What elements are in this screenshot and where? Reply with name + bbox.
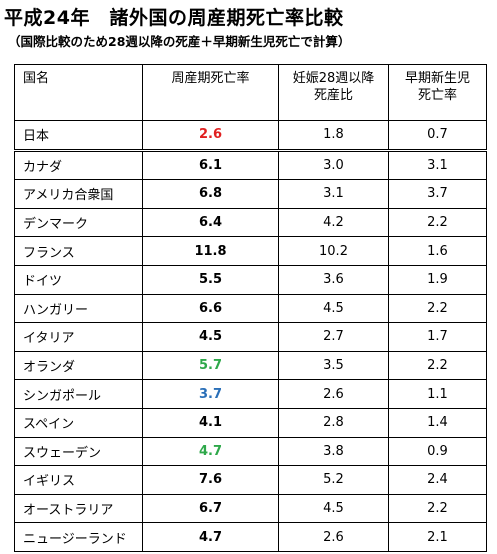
perinatal-rate-cell: 5.7 — [142, 350, 279, 381]
country-cell: アメリカ合衆国 — [14, 179, 143, 209]
neonatal-rate-cell: 2.2 — [388, 493, 487, 524]
table-row: ニュージーランド 4.7 2.6 2.1 — [14, 522, 487, 552]
country-cell: ハンガリー — [14, 293, 143, 324]
perinatal-rate-cell: 6.7 — [142, 493, 279, 524]
neonatal-rate-cell: 1.6 — [388, 236, 487, 266]
perinatal-rate-cell: 4.5 — [142, 322, 279, 352]
country-cell: フランス — [14, 236, 143, 266]
perinatal-rate-cell: 7.6 — [142, 465, 279, 495]
table-row: デンマーク 6.4 4.2 2.2 — [14, 207, 487, 238]
country-cell: ドイツ — [14, 264, 143, 295]
neonatal-rate-cell: 2.2 — [388, 207, 487, 238]
perinatal-rate-cell: 6.8 — [142, 179, 279, 209]
stillbirth-ratio-cell: 2.7 — [278, 322, 389, 352]
stillbirth-ratio-cell: 3.6 — [278, 264, 389, 295]
neonatal-rate-cell: 1.9 — [388, 264, 487, 295]
table-row: オランダ 5.7 3.5 2.2 — [14, 350, 487, 381]
stillbirth-ratio-cell: 10.2 — [278, 236, 389, 266]
stillbirth-ratio-cell: 3.8 — [278, 436, 389, 467]
perinatal-rate-cell: 6.1 — [142, 149, 279, 181]
neonatal-rate-cell: 3.1 — [388, 149, 487, 181]
neonatal-rate-cell: 2.2 — [388, 350, 487, 381]
perinatal-rate-cell: 4.1 — [142, 407, 279, 438]
stillbirth-ratio-cell: 2.8 — [278, 407, 389, 438]
neonatal-rate-cell: 1.4 — [388, 407, 487, 438]
table-body: 日本 2.6 1.8 0.7 カナダ 6.1 3.0 3.1 アメリカ合衆国 6.8 3.1 3.7 デ… — [14, 120, 487, 552]
table-row: スペイン 4.1 2.8 1.4 — [14, 407, 487, 438]
table-row: オーストラリア 6.7 4.5 2.2 — [14, 493, 487, 524]
header-country: 国名 — [14, 64, 143, 121]
header-stillbirth: 妊娠28週以降 死産比 — [278, 64, 389, 121]
neonatal-rate-cell: 3.7 — [388, 179, 487, 209]
stillbirth-ratio-cell: 2.6 — [278, 522, 389, 552]
table-row: イタリア 4.5 2.7 1.7 — [14, 322, 487, 352]
country-cell: シンガポール — [14, 379, 143, 409]
page-title: 平成24年 諸外国の周産期死亡率比較 — [4, 7, 344, 29]
neonatal-rate-cell: 0.7 — [388, 120, 487, 152]
stillbirth-ratio-cell: 3.5 — [278, 350, 389, 381]
table-row: イギリス 7.6 5.2 2.4 — [14, 465, 487, 495]
perinatal-rate-cell: 6.4 — [142, 207, 279, 238]
stillbirth-ratio-cell: 1.8 — [278, 120, 389, 152]
table-row: ドイツ 5.5 3.6 1.9 — [14, 264, 487, 295]
country-cell: オーストラリア — [14, 493, 143, 524]
perinatal-rate-cell: 4.7 — [142, 522, 279, 552]
table-row: フランス 11.8 10.2 1.6 — [14, 236, 487, 266]
neonatal-rate-cell: 1.7 — [388, 322, 487, 352]
country-cell: デンマーク — [14, 207, 143, 238]
perinatal-rate-cell: 4.7 — [142, 436, 279, 467]
perinatal-rate-cell: 11.8 — [142, 236, 279, 266]
perinatal-rate-cell: 5.5 — [142, 264, 279, 295]
header-perinatal: 周産期死亡率 — [142, 64, 279, 121]
table-row: 日本 2.6 1.8 0.7 — [14, 120, 487, 152]
neonatal-rate-cell: 0.9 — [388, 436, 487, 467]
table-row: シンガポール 3.7 2.6 1.1 — [14, 379, 487, 409]
stillbirth-ratio-cell: 4.5 — [278, 493, 389, 524]
country-cell: 日本 — [14, 120, 143, 152]
country-cell: ニュージーランド — [14, 522, 143, 552]
country-cell: イギリス — [14, 465, 143, 495]
table-row: カナダ 6.1 3.0 3.1 — [14, 149, 487, 181]
country-cell: イタリア — [14, 322, 143, 352]
perinatal-rate-cell: 2.6 — [142, 120, 279, 152]
perinatal-rate-cell: 3.7 — [142, 379, 279, 409]
table-row: アメリカ合衆国 6.8 3.1 3.7 — [14, 179, 487, 209]
stillbirth-ratio-cell: 3.0 — [278, 149, 389, 181]
page-subtitle: （国際比較のため28週以降の死産＋早期新生児死亡で計算） — [8, 34, 351, 49]
perinatal-rate-cell: 6.6 — [142, 293, 279, 324]
neonatal-rate-cell: 2.2 — [388, 293, 487, 324]
table-header-row: 国名 周産期死亡率 妊娠28週以降 死産比 早期新生児 死亡率 — [14, 64, 487, 121]
country-cell: オランダ — [14, 350, 143, 381]
header-neonatal: 早期新生児 死亡率 — [388, 64, 487, 121]
stillbirth-ratio-cell: 4.2 — [278, 207, 389, 238]
stillbirth-ratio-cell: 5.2 — [278, 465, 389, 495]
country-cell: スペイン — [14, 407, 143, 438]
country-cell: カナダ — [14, 149, 143, 181]
stillbirth-ratio-cell: 4.5 — [278, 293, 389, 324]
table-row: スウェーデン 4.7 3.8 0.9 — [14, 436, 487, 467]
stillbirth-ratio-cell: 3.1 — [278, 179, 389, 209]
neonatal-rate-cell: 1.1 — [388, 379, 487, 409]
country-cell: スウェーデン — [14, 436, 143, 467]
comparison-table: 国名 周産期死亡率 妊娠28週以降 死産比 早期新生児 死亡率 日本 2.6 1.8 0.… — [14, 64, 487, 552]
neonatal-rate-cell: 2.1 — [388, 522, 487, 552]
stillbirth-ratio-cell: 2.6 — [278, 379, 389, 409]
neonatal-rate-cell: 2.4 — [388, 465, 487, 495]
table-row: ハンガリー 6.6 4.5 2.2 — [14, 293, 487, 324]
